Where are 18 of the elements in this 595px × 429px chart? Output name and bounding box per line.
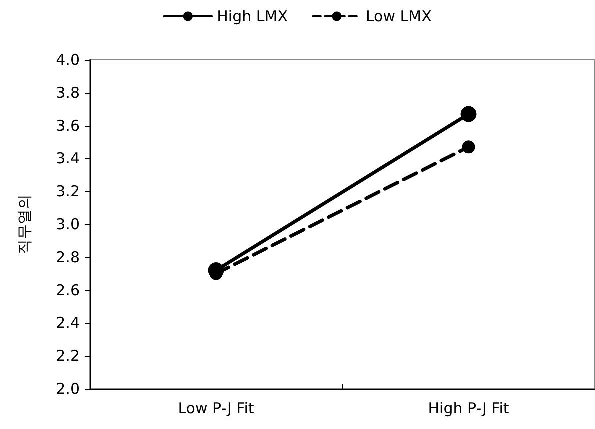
point <box>460 106 477 122</box>
y-tick-label: 3.0 <box>56 216 80 234</box>
x-tick-label: Low P-J Fit <box>178 400 254 418</box>
y-tick-label: 4.0 <box>56 51 80 69</box>
y-tick-label: 2.8 <box>56 248 80 266</box>
y-tick-label: 3.4 <box>56 150 80 168</box>
x-tick-label: High P-J Fit <box>428 400 510 418</box>
y-tick-label: 2.0 <box>56 380 80 398</box>
y-tick-label: 3.6 <box>56 116 80 135</box>
y-tick-label: 2.2 <box>56 347 80 366</box>
y-tick-label: 2.6 <box>56 281 80 300</box>
y-axis-title: 직무열의 <box>16 194 34 254</box>
legend-label: High LMX <box>217 8 288 26</box>
y-tick-label: 2.4 <box>56 314 80 332</box>
y-tick-label: 3.2 <box>56 182 80 201</box>
legend-label: Low LMX <box>366 8 432 26</box>
point <box>462 140 476 154</box>
y-tick-label: 3.8 <box>56 84 80 102</box>
